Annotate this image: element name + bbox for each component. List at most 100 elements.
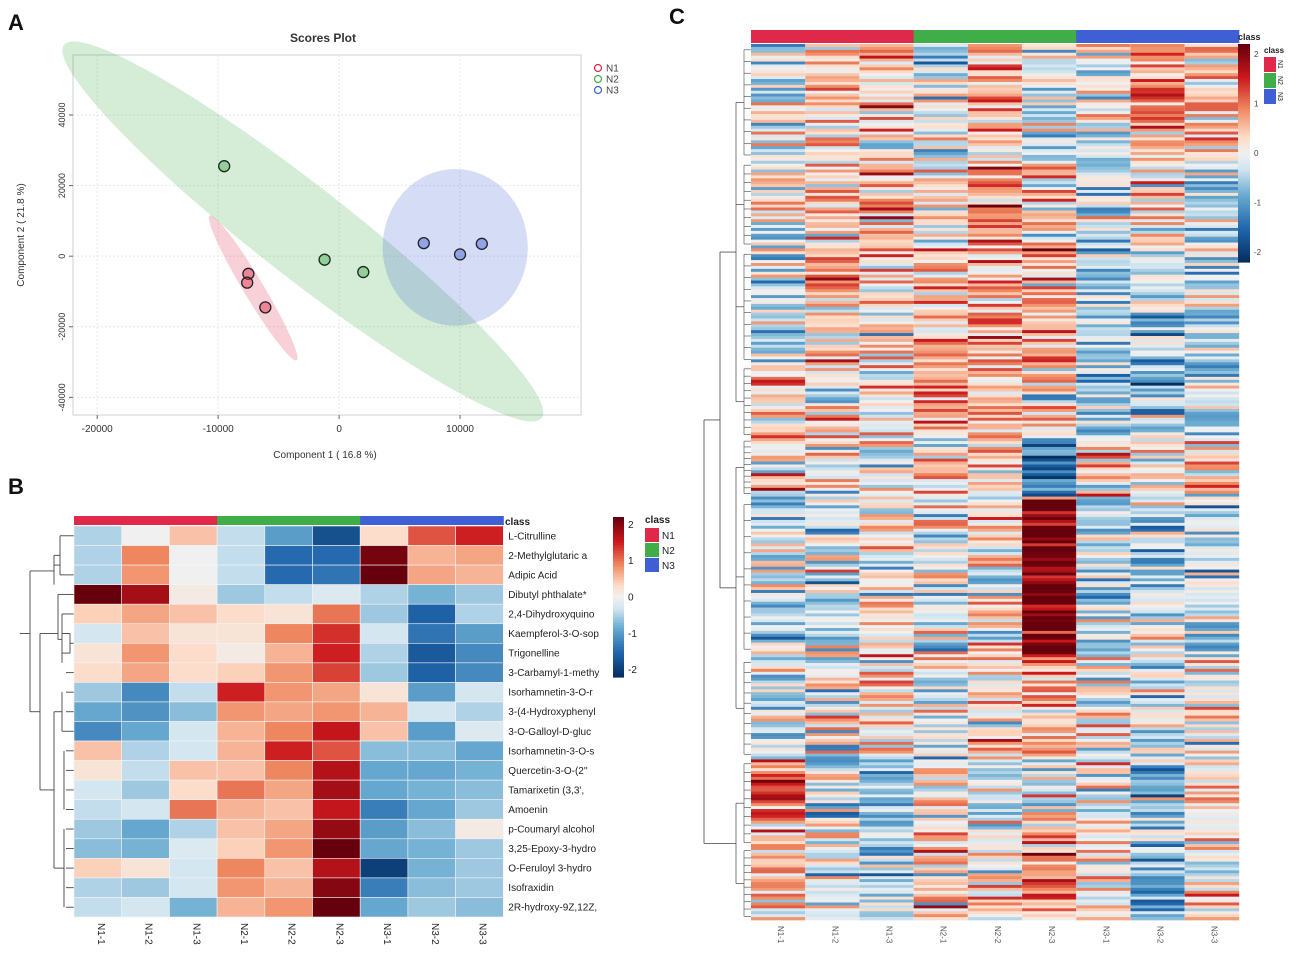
heat-cell <box>859 785 914 789</box>
heat-cell <box>967 263 1023 267</box>
heat-cell <box>859 654 914 658</box>
heat-cell <box>1022 187 1077 191</box>
heat-cell <box>1022 300 1077 305</box>
heat-cell <box>1130 233 1185 238</box>
heat-cell <box>859 444 914 448</box>
heat-cell <box>751 44 806 48</box>
heat-cell <box>1130 698 1185 702</box>
heat-cell <box>1130 452 1185 457</box>
y-axis-label: Component 2 ( 21.8 %) <box>16 183 27 286</box>
heat-cell <box>913 563 969 568</box>
heat-cell <box>805 566 860 570</box>
heat-cell <box>1184 432 1240 436</box>
heat-cell <box>1022 733 1077 737</box>
heat-cell <box>859 762 914 766</box>
heat-cell <box>1130 730 1185 734</box>
heat-cell <box>859 896 914 900</box>
heat-cell <box>913 295 969 299</box>
heat-cell <box>1184 146 1240 150</box>
heat-cell <box>751 385 806 389</box>
heat-cell <box>913 844 969 848</box>
heat-cell <box>455 897 504 918</box>
heat-cell <box>751 441 806 445</box>
heat-cell <box>751 733 806 737</box>
heat-cell <box>1022 227 1077 232</box>
heat-cell <box>967 131 1023 135</box>
heat-cell <box>455 858 504 879</box>
heat-cell <box>967 549 1023 553</box>
heat-cell <box>1184 847 1240 851</box>
heat-cell <box>1184 271 1240 276</box>
heat-cell <box>913 762 969 766</box>
heat-cell <box>1022 826 1077 830</box>
heat-cell <box>805 111 860 115</box>
heat-cell <box>751 409 806 413</box>
heat-cell <box>805 525 860 530</box>
heat-cell <box>913 432 969 436</box>
heat-cell <box>967 289 1023 293</box>
heat-cell <box>1184 187 1240 191</box>
heat-cell <box>1130 639 1185 643</box>
heat-cell <box>1022 858 1077 862</box>
heat-cell <box>1076 160 1131 165</box>
colorbar-step <box>1238 196 1250 200</box>
heat-cell <box>751 508 806 512</box>
colorbar-step <box>613 623 624 626</box>
heat-cell <box>967 525 1023 530</box>
heat-cell <box>1184 616 1240 620</box>
heat-cell <box>751 686 806 690</box>
heat-cell <box>751 876 806 880</box>
heat-cell <box>751 181 806 185</box>
heat-cell <box>1022 64 1077 68</box>
heat-cell <box>805 890 860 895</box>
heat-cell <box>805 689 860 693</box>
heat-cell <box>913 438 969 442</box>
point-n1 <box>241 276 254 289</box>
heat-cell <box>913 216 969 220</box>
heat-cell <box>859 403 914 407</box>
heat-cell <box>805 379 860 384</box>
heat-cell <box>1076 572 1131 576</box>
heat-cell <box>967 528 1023 532</box>
heat-cell <box>913 52 969 57</box>
heat-cell <box>859 543 914 547</box>
heat-cell <box>805 540 860 544</box>
heat-cell <box>967 817 1023 822</box>
heat-cell <box>859 426 914 430</box>
heat-cell <box>859 429 914 433</box>
heat-cell <box>805 263 860 267</box>
colorbar-step <box>613 607 624 610</box>
heat-cell <box>1184 800 1240 804</box>
heat-cell <box>1184 890 1240 895</box>
heat-cell <box>73 779 123 800</box>
heat-cell <box>1130 876 1185 880</box>
heat-cell <box>1184 581 1240 585</box>
heat-cell <box>751 184 806 188</box>
heat-cell <box>1130 852 1185 857</box>
heat-cell <box>859 484 914 489</box>
heat-cell <box>1076 79 1131 83</box>
heat-cell <box>859 730 914 734</box>
heat-cell <box>967 190 1023 194</box>
colorbar-step <box>613 547 624 550</box>
heat-cell <box>805 736 860 740</box>
heat-cell <box>967 435 1023 439</box>
heat-cell <box>967 163 1023 167</box>
heat-cell <box>1022 738 1077 743</box>
heat-cell <box>1076 779 1131 784</box>
heat-cell <box>1076 67 1131 71</box>
colorbar-step <box>1238 187 1250 191</box>
heat-cell <box>1130 744 1185 749</box>
heat-cell <box>751 709 806 714</box>
heat-cell <box>913 552 969 556</box>
heat-cell <box>1130 756 1185 760</box>
heat-cell <box>751 806 806 810</box>
heat-cell <box>805 829 860 833</box>
heat-cell <box>859 76 914 80</box>
heat-cell <box>967 712 1023 716</box>
heat-cell <box>1184 674 1240 678</box>
heat-cell <box>967 227 1023 232</box>
heat-cell <box>1022 768 1077 772</box>
heat-cell <box>359 897 409 918</box>
heat-cell <box>859 362 914 366</box>
